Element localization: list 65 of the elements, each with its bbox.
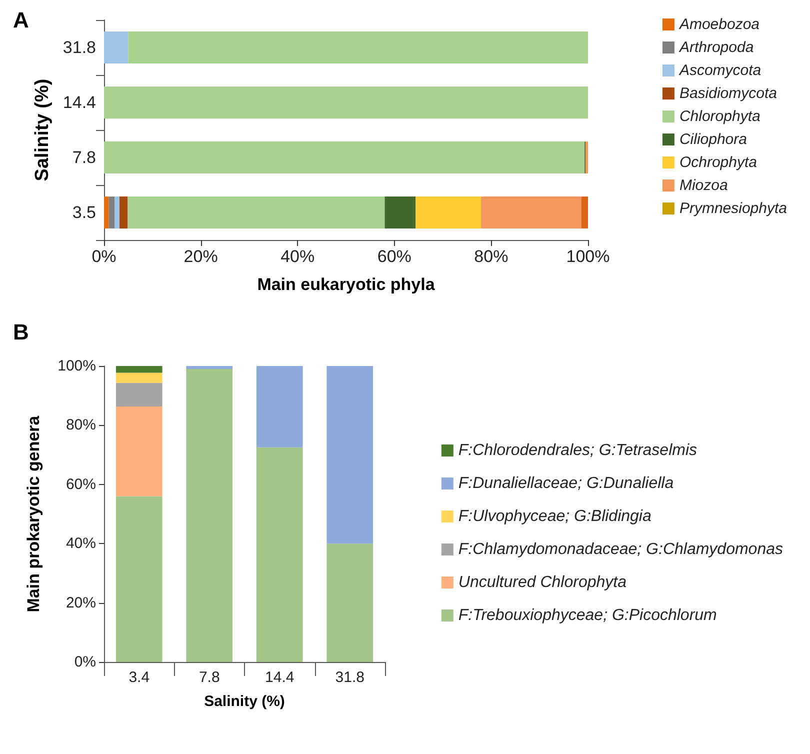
legend-label: Chlorophyta: [679, 108, 760, 125]
x-tick-label: 31.8: [335, 669, 364, 686]
bar: [104, 86, 588, 118]
x-tick-label: 60%: [377, 247, 412, 266]
legend-label: Basidiomycota: [679, 85, 777, 102]
bar: [256, 366, 303, 448]
y-tick-label: 80%: [66, 416, 96, 434]
legend-label: F:Dunaliellaceae; G:Dunaliella: [458, 475, 674, 492]
y-tick-label: 7.8: [72, 148, 96, 167]
chart-title: B: [13, 320, 29, 344]
legend-label: Prymnesiophyta: [679, 200, 788, 217]
legend-label: F:Chlamydomonadaceae; G:Chlamydomonas: [458, 541, 784, 558]
x-axis-title: Salinity (%): [204, 693, 285, 710]
y-tick-label: 31.8: [62, 38, 96, 57]
bar: [116, 496, 162, 662]
x-tick-label: 20%: [184, 247, 218, 266]
y-tick-label: 0%: [74, 654, 96, 670]
legend-label: Ascomycota: [678, 62, 762, 79]
bar: [326, 544, 374, 662]
chart-title: A: [13, 8, 29, 32]
x-axis-title: Main eukaryotic phyla: [257, 275, 436, 294]
x-tick-label: 80%: [474, 247, 508, 266]
y-tick-label: 3.5: [72, 203, 96, 222]
x-tick-label: 7.8: [198, 669, 220, 686]
y-axis-title: Main prokaryotic genera: [24, 415, 43, 612]
bar: [326, 366, 374, 544]
bar: [256, 447, 303, 662]
bar: [581, 196, 588, 228]
y-tick-label: 60%: [66, 476, 96, 493]
bar: [119, 196, 128, 228]
bar: [116, 382, 162, 407]
bar: [384, 196, 416, 228]
bar: [104, 142, 585, 174]
bar: [116, 372, 162, 383]
legend-label: F:Trebouxiophyceae; G:Picochlorum: [458, 607, 717, 624]
bar: [104, 196, 109, 228]
bar: [416, 196, 482, 228]
legend-label: F:Ulvophyceae; G:Blidingia: [458, 508, 652, 525]
bar: [128, 32, 588, 64]
legend-label: Ciliophora: [679, 131, 747, 148]
legend-label: Amoebozoa: [678, 16, 760, 33]
y-tick-label: 20%: [66, 594, 96, 612]
x-tick-label: 14.4: [265, 669, 294, 686]
y-tick-label: 14.4: [62, 93, 96, 112]
bar: [186, 368, 233, 662]
bar: [108, 196, 115, 228]
legend-label: Uncultured Chlorophyta: [458, 574, 627, 591]
x-tick-label: 3.4: [128, 669, 150, 686]
bar: [186, 366, 233, 369]
bar: [116, 406, 162, 496]
legend-label: Arthropoda: [678, 39, 754, 56]
legend-label: F:Chlorodendrales; G:Tetraselmis: [458, 442, 698, 459]
y-tick-label: 40%: [66, 535, 96, 552]
bar: [114, 196, 120, 228]
bar: [128, 196, 385, 228]
y-axis-title: Salinity (%): [32, 78, 53, 182]
bar: [116, 366, 162, 373]
legend-label: Ochrophyta: [679, 154, 757, 171]
x-tick-label: 40%: [280, 247, 315, 266]
legend-label: Miozoa: [679, 177, 728, 194]
bar: [104, 32, 128, 64]
x-tick-label: 100%: [566, 247, 610, 266]
y-tick-label: 100%: [58, 358, 96, 374]
bar: [481, 196, 582, 228]
x-tick-label: 0%: [92, 247, 116, 266]
